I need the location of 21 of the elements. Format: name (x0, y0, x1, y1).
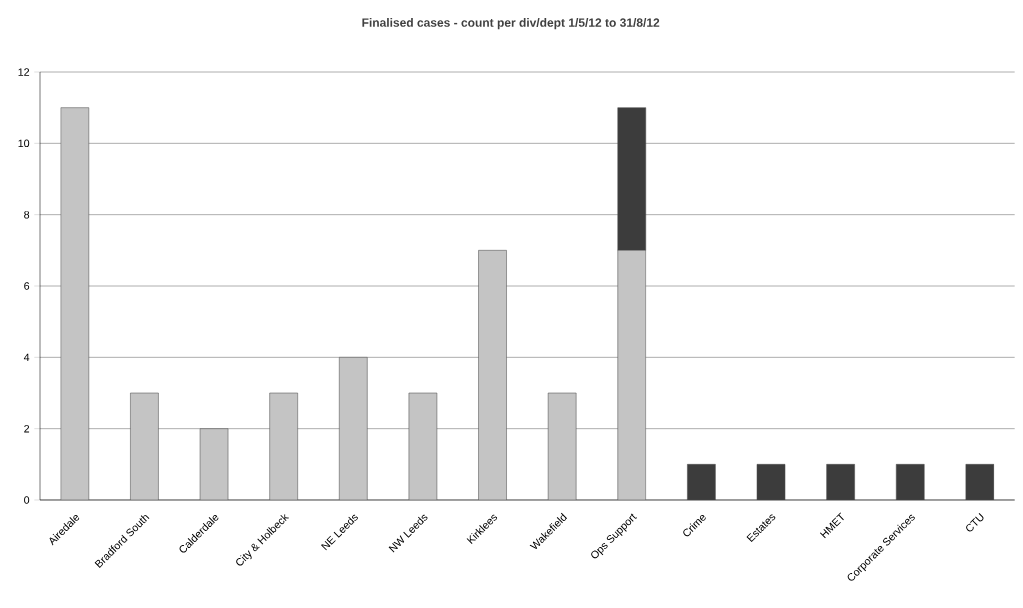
y-tick-label: 2 (24, 424, 30, 433)
bar (199, 428, 229, 500)
bar (687, 464, 716, 500)
bar (478, 250, 507, 500)
y-tick-label: 8 (24, 210, 30, 219)
bar (60, 107, 90, 500)
y-tick-label: 0 (24, 496, 30, 504)
bar (408, 392, 438, 500)
bar (965, 464, 995, 500)
y-tick-label: 12 (18, 68, 30, 76)
bar (826, 464, 855, 500)
y-tick-label: 4 (23, 353, 30, 361)
chart-title: Finalised cases - count per div/dept 1/5/12 to 31/8/12 (362, 18, 660, 30)
bar (547, 392, 577, 500)
bar (269, 392, 298, 500)
bar (895, 464, 925, 500)
y-tick-label: 6 (24, 282, 30, 290)
bar (130, 392, 159, 500)
bar (339, 357, 368, 500)
bar (756, 464, 786, 500)
y-tick-label: 10 (18, 139, 30, 148)
